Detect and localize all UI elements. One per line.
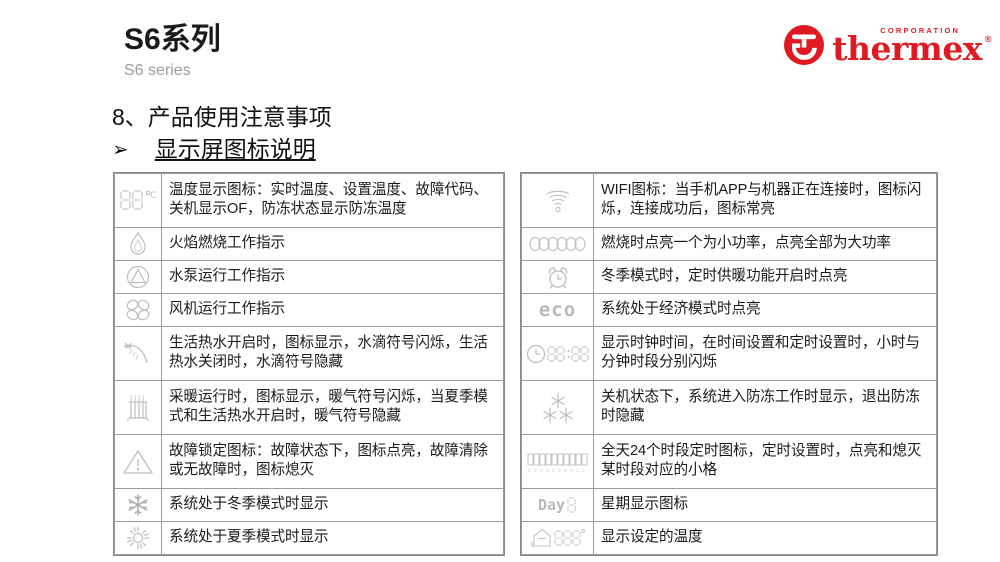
svg-text:0: 0 [528,468,531,474]
table-row: Day 星期显示图标 [521,488,937,522]
flame-icon [114,227,162,261]
row-description: 冬季模式时，定时供暖功能开启时点亮 [593,260,937,294]
burner-power-bars-icon [521,227,594,261]
row-description: 温度显示图标：实时温度、设置温度、故障代码、关机显示OF，防冻状态显示防冻温度 [161,173,504,228]
eco-label: eco [538,299,577,321]
wifi-icon [521,173,594,228]
table-row: 火焰燃烧工作指示 [114,227,504,261]
table-row: 采暖运行时，图标显示，暖气符号闪烁，当夏季模式和生活热水开启时，暖气符号隐藏 [114,380,504,435]
row-description: 星期显示图标 [593,488,937,522]
seven-segment-temperature-icon: C [114,173,162,228]
row-description: 燃烧时点亮一个为小功率，点亮全部为大功率 [593,227,937,261]
alarm-clock-icon [521,260,594,294]
table-row: 风机运行工作指示 [114,293,504,327]
svg-text:9: 9 [570,468,573,474]
svg-text:C: C [150,191,156,201]
table-row: 系统处于夏季模式时显示 [114,521,504,555]
svg-text:1: 1 [576,468,579,474]
svg-text:2: 2 [582,468,585,474]
title-block: S6系列 S6 series [124,24,221,79]
row-description: WIFI图标：当手机APP与机器正在连接时，图标闪烁，连接成功后，图标常亮 [593,173,937,228]
logo-corporation-text: CORPORATION [880,25,961,35]
row-description: 故障锁定图标：故障状态下，图标点亮，故障清除或无故障时，图标熄灭 [161,434,504,489]
logo-wordmark-text: thermex [832,28,982,68]
table-row: 水泵运行工作指示 [114,260,504,294]
snowflake-icon [114,488,162,522]
logo-wordmark: thermex ® [832,32,991,65]
water-pump-icon [114,260,162,294]
subsection-heading-text: 显示屏图标说明 [154,136,316,162]
table-row: C 温度显示图标：实时温度、设置温度、故障代码、关机显示OF，防冻状态显示防冻温… [114,173,504,228]
triple-snowflake-icon [521,380,594,435]
house-temperature-icon [521,521,594,555]
eco-icon: eco [521,293,594,327]
row-description: 系统处于夏季模式时显示 [161,521,504,555]
warning-triangle-icon [114,434,162,489]
sun-icon [114,521,162,555]
table-row: 燃烧时点亮一个为小功率，点亮全部为大功率 [521,227,937,261]
left-icon-table: C 温度显示图标：实时温度、设置温度、故障代码、关机显示OF，防冻状态显示防冻温… [113,172,505,556]
row-description: 风机运行工作指示 [161,293,504,327]
svg-text:0: 0 [534,468,537,474]
svg-text:0: 0 [558,468,561,474]
table-row: 故障锁定图标：故障状态下，图标点亮，故障清除或无故障时，图标熄灭 [114,434,504,489]
arrow-bullet-icon: ➢ [112,138,129,161]
row-description: 显示设定的温度 [593,521,937,555]
row-description: 系统处于经济模式时点亮 [593,293,937,327]
table-row: WIFI图标：当手机APP与机器正在连接时，图标闪烁，连接成功后，图标常亮 [521,173,937,228]
page-title: S6系列 [124,23,221,56]
row-description: 显示时钟时间，在时间设置和定时设置时，小时与分钟时段分别闪烁 [593,326,937,381]
table-row: 关机状态下，系统进入防冻工作时显示，退出防冻时隐藏 [521,380,937,435]
thermex-circle-logo-icon [783,24,825,66]
svg-text:0: 0 [546,468,549,474]
row-description: 水泵运行工作指示 [161,260,504,294]
page-subtitle: S6 series [124,61,191,79]
thermex-logo: CORPORATION thermex ® [783,24,992,66]
shower-tap-icon [114,326,162,381]
logo-text: CORPORATION thermex ® [832,25,991,65]
svg-text:3: 3 [540,468,543,474]
registered-mark-icon: ® [984,33,992,44]
clock-time-display-icon [521,326,594,381]
table-row: 冬季模式时，定时供暖功能开启时点亮 [521,260,937,294]
row-description: 火焰燃烧工作指示 [161,227,504,261]
svg-text:6: 6 [552,468,555,474]
section-heading: 8、产品使用注意事项 [112,104,332,130]
right-icon-table: WIFI图标：当手机APP与机器正在连接时，图标闪烁，连接成功后，图标常亮 [520,172,938,556]
table-row: 生活热水开启时，图标显示，水滴符号闪烁，生活热水关闭时，水滴符号隐藏 [114,326,504,381]
table-row: eco 系统处于经济模式时点亮 [521,293,937,327]
row-description: 全天24个时段定时图标，定时设置时，点亮和熄灭某时段对应的小格 [593,434,937,489]
day-label: Day [537,496,566,514]
row-description: 系统处于冬季模式时显示 [161,488,504,522]
day-display-icon: Day [521,488,594,522]
table-row: 显示时钟时间，在时间设置和定时设置时，小时与分钟时段分别闪烁 [521,326,937,381]
row-description: 采暖运行时，图标显示，暖气符号闪烁，当夏季模式和生活热水开启时，暖气符号隐藏 [161,380,504,435]
subsection-heading: ➢ 显示屏图标说明 [112,136,316,164]
table-row: 系统处于冬季模式时显示 [114,488,504,522]
table-row: 显示设定的温度 [521,521,937,555]
row-description: 关机状态下，系统进入防冻工作时显示，退出防冻时隐藏 [593,380,937,435]
radiator-icon [114,380,162,435]
row-description: 生活热水开启时，图标显示，水滴符号闪烁，生活热水关闭时，水滴符号隐藏 [161,326,504,381]
svg-text:0: 0 [564,468,567,474]
fan-icon [114,293,162,327]
